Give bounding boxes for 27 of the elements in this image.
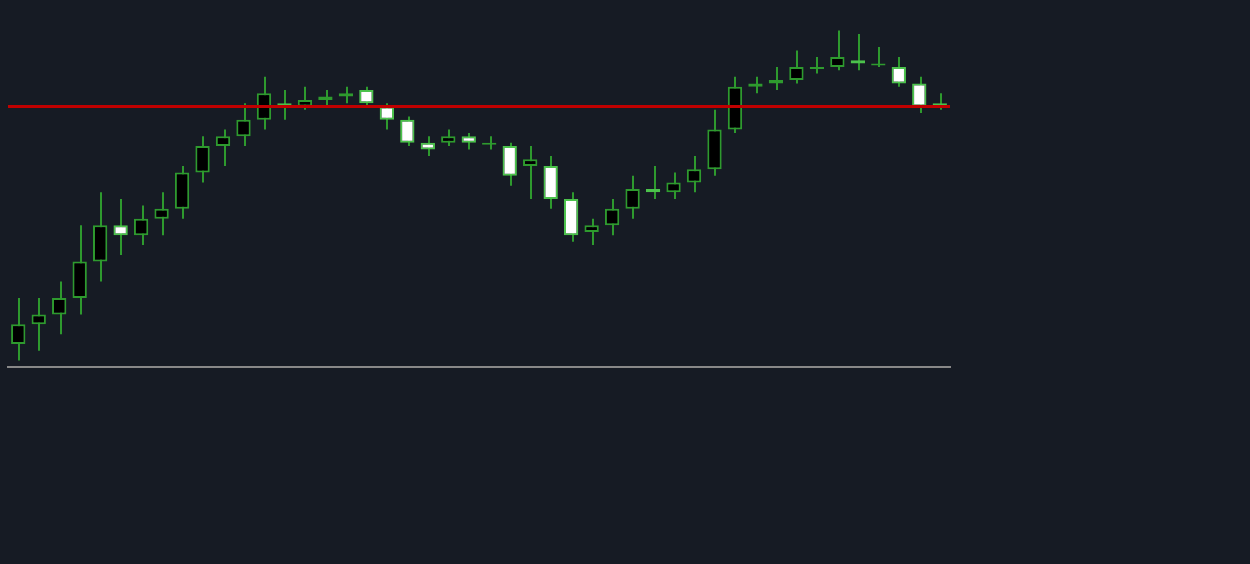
candlestick <box>584 217 599 247</box>
candlestick <box>502 141 517 187</box>
candlestick <box>195 135 210 184</box>
candlestick <box>666 171 681 200</box>
candlestick <box>563 191 579 243</box>
candlestick <box>359 85 374 108</box>
candlestick <box>727 75 743 134</box>
candlestick <box>31 296 46 352</box>
candlestick <box>52 280 67 336</box>
candlestick <box>543 155 558 210</box>
candlestick <box>174 164 190 220</box>
candlestick <box>215 128 231 167</box>
candlestick <box>133 204 149 247</box>
candlestick <box>236 102 251 148</box>
candlestick <box>92 191 108 283</box>
candlestick <box>809 56 825 75</box>
candlestick <box>523 145 538 200</box>
candlestick <box>154 191 169 237</box>
candlestick <box>830 29 845 72</box>
candlestick <box>707 108 722 177</box>
candlestick <box>686 155 702 194</box>
candlestick <box>625 174 640 220</box>
candlestick <box>789 49 804 85</box>
candlestick <box>72 224 87 316</box>
candlestick <box>113 197 128 256</box>
candlestick <box>604 197 620 237</box>
candlestick <box>11 296 26 362</box>
